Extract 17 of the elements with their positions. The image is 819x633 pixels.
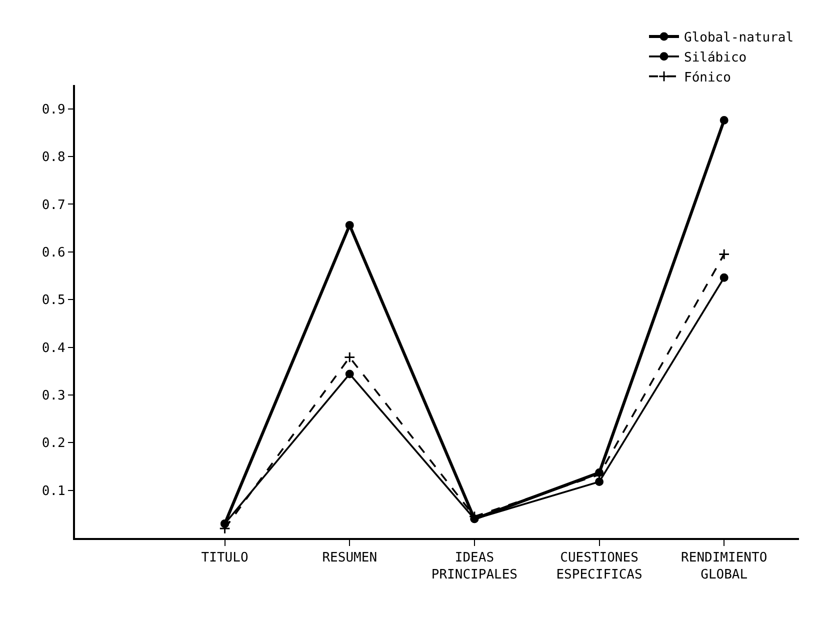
legend-label: Fónico (684, 70, 731, 86)
y-tick-label: 0.3 (42, 388, 66, 404)
y-tick-label: 0.5 (42, 293, 66, 308)
x-tick-label: CUESTIONES ESPECIFICAS (556, 550, 642, 582)
y-tick-label: 0.9 (42, 102, 66, 118)
y-tick-label: 0.1 (42, 484, 66, 499)
y-tick-label: 0.6 (42, 245, 66, 260)
y-tick-label: 0.4 (42, 340, 66, 356)
y-tick-label: 0.7 (42, 198, 66, 213)
legend-label: Silábico (684, 50, 747, 66)
x-tick-label: IDEAS PRINCIPALES (431, 550, 518, 582)
y-tick-label: 0.2 (42, 436, 66, 452)
x-tick-label: RENDIMIENTO GLOBAL (681, 550, 768, 582)
y-tick-label: 0.8 (42, 150, 66, 166)
x-tick-label: RESUMEN (322, 550, 378, 566)
legend-label: Global-natural (684, 30, 794, 46)
x-tick-label: TITULO (201, 550, 248, 566)
